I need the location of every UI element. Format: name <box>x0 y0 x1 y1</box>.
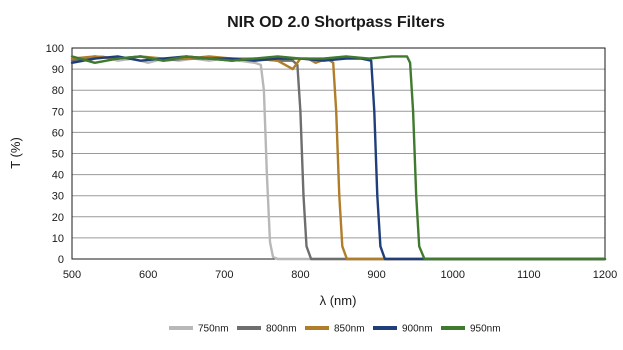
y-tick-label: 30 <box>52 191 64 203</box>
y-tick-label: 0 <box>58 254 64 266</box>
legend-label: 750nm <box>198 324 229 335</box>
series-lines <box>70 55 607 261</box>
legend-label: 850nm <box>334 324 365 335</box>
y-tick-label: 60 <box>52 127 64 139</box>
y-tick-label: 40 <box>52 170 64 182</box>
y-tick-label: 100 <box>46 43 64 55</box>
y-tick-label: 80 <box>52 85 64 97</box>
x-tick-label: 1100 <box>517 269 541 281</box>
series-line-950nm <box>70 55 607 261</box>
legend-label: 800nm <box>266 324 297 335</box>
y-axis-label: T (%) <box>8 137 23 169</box>
x-tick-label: 600 <box>139 269 157 281</box>
y-tick-label: 10 <box>52 233 64 245</box>
x-tick-labels: 500 600 700 800 900 1000 1100 1200 <box>63 269 617 281</box>
chart-title: NIR OD 2.0 Shortpass Filters <box>227 14 445 31</box>
legend-label: 950nm <box>470 324 501 335</box>
x-axis-label: λ (nm) <box>320 293 357 308</box>
legend-label: 900nm <box>402 324 433 335</box>
x-tick-label: 800 <box>291 269 309 281</box>
y-tick-label: 70 <box>52 106 64 118</box>
x-tick-label: 500 <box>63 269 81 281</box>
x-tick-label: 900 <box>367 269 385 281</box>
x-tick-label: 1200 <box>593 269 617 281</box>
y-tick-label: 50 <box>52 149 64 161</box>
x-tick-label: 700 <box>215 269 233 281</box>
y-tick-label: 20 <box>52 212 64 224</box>
y-tick-labels: 0 10 20 30 40 50 60 70 80 90 100 <box>46 43 64 266</box>
x-tick-label: 1000 <box>440 269 464 281</box>
y-tick-label: 90 <box>52 64 64 76</box>
legend: 750nm 800nm 850nm 900nm 950nm <box>169 324 501 335</box>
series-line-850nm <box>70 55 607 261</box>
